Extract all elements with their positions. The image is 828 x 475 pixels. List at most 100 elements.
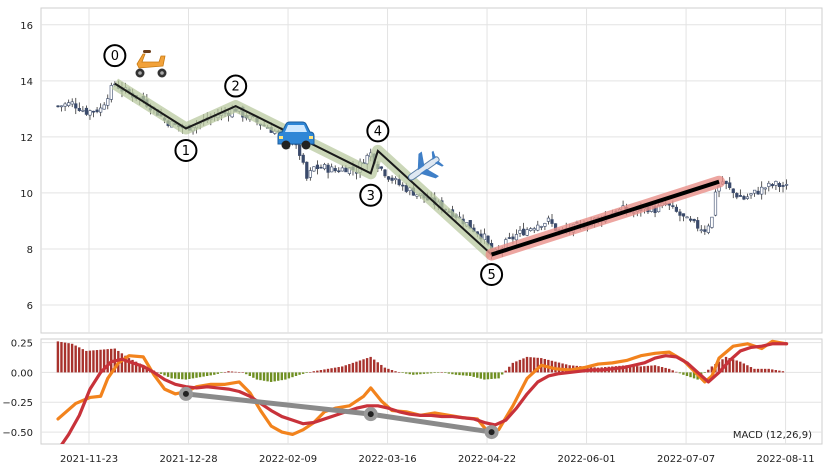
macd-histogram-bar — [412, 372, 415, 375]
macd-histogram-bar — [88, 350, 92, 373]
macd-y-tick-label: 0.00 — [11, 368, 33, 379]
macd-histogram-bar — [653, 365, 657, 373]
candle-body — [692, 218, 696, 222]
candle-body — [81, 109, 85, 112]
macd-histogram-bar — [760, 368, 763, 373]
macd-histogram-bar — [415, 372, 419, 375]
macd-histogram-bar — [234, 371, 237, 373]
candle-body — [532, 228, 536, 231]
macd-histogram-bar — [241, 372, 244, 373]
macd-histogram-bar — [373, 359, 376, 373]
macd-histogram-bar — [56, 341, 60, 373]
macd-histogram-bar — [529, 357, 532, 373]
macd-histogram-bar — [444, 372, 447, 374]
macd-histogram-bar — [735, 360, 738, 373]
candle-body — [102, 104, 106, 110]
macd-histogram-bar — [657, 366, 660, 373]
candle-body — [74, 103, 78, 109]
candle-body — [77, 108, 81, 111]
macd-histogram-bar — [95, 350, 99, 373]
x-tick-label: 2022-04-22 — [458, 454, 516, 465]
candle-body — [767, 182, 771, 187]
candle-body — [333, 168, 337, 172]
macd-histogram-bar — [159, 372, 163, 374]
wave-label-circle — [480, 263, 504, 287]
wave-label-circle — [359, 183, 383, 207]
wave-label: 1 — [182, 144, 190, 159]
macd-histogram-bar — [141, 365, 145, 373]
macd-histogram-bar — [458, 372, 461, 376]
candle-body — [770, 184, 774, 187]
macd-histogram-bar — [433, 372, 436, 374]
macd-histogram-bar — [408, 372, 411, 375]
candle-body — [95, 109, 99, 113]
wave-label-circle — [174, 138, 198, 162]
candle-body — [312, 166, 316, 172]
candle-body — [386, 176, 391, 180]
macd-histogram-bar — [394, 371, 397, 373]
macd-histogram-bar — [326, 368, 330, 373]
macd-histogram-bar — [365, 358, 369, 373]
price-y-tick-label: 6 — [27, 301, 33, 312]
candle-body — [319, 166, 323, 169]
x-tick-label: 2022-08-11 — [757, 454, 815, 465]
macd-histogram-bar — [291, 372, 294, 378]
car-headlight — [309, 136, 313, 139]
macd-y-tick-label: 0.25 — [11, 339, 33, 350]
macd-histogram-bar — [436, 372, 440, 373]
candle-body — [344, 167, 348, 173]
macd-histogram-bar — [319, 370, 323, 373]
macd-histogram-bar — [511, 362, 515, 373]
candle-body — [70, 101, 74, 105]
macd-histogram-bar — [518, 359, 522, 373]
macd-y-tick-label: −0.25 — [2, 398, 33, 409]
candle-body — [330, 166, 334, 173]
macd-histogram-bar — [426, 372, 429, 374]
macd-histogram-bar — [646, 365, 650, 373]
macd-histogram-bar — [703, 372, 706, 374]
price-y-tick-label: 12 — [20, 133, 33, 144]
candle-body — [84, 107, 89, 115]
candle-body — [390, 177, 394, 181]
macd-histogram-bar — [230, 371, 234, 373]
macd-histogram-bar — [643, 366, 646, 373]
macd-histogram-bar — [710, 366, 714, 373]
macd-histogram-bar — [273, 372, 276, 382]
candle-body — [106, 98, 110, 106]
macd-histogram-bar — [330, 368, 333, 373]
macd-histogram-bar — [771, 369, 774, 373]
candle-body — [738, 195, 742, 197]
macd-histogram-bar — [422, 372, 426, 374]
macd-histogram-bar — [163, 372, 166, 376]
macd-histogram-bar — [223, 372, 227, 373]
macd-histogram-bar — [298, 372, 301, 375]
candle-body — [706, 225, 710, 233]
macd-histogram-bar — [67, 343, 70, 373]
macd-histogram-bar — [692, 372, 696, 379]
airplane-wing — [420, 168, 439, 179]
candle-body — [713, 191, 718, 216]
macd-histogram-bar — [74, 345, 77, 373]
macd-histogram-bar — [337, 367, 340, 373]
macd-histogram-bar — [255, 372, 259, 380]
macd-histogram-bar — [675, 371, 678, 373]
candle-body — [511, 236, 515, 240]
airplane-tail — [431, 150, 436, 160]
candle-body — [315, 164, 320, 170]
candle-body — [731, 188, 735, 194]
macd-histogram-bar — [486, 372, 490, 380]
candle-body — [514, 234, 519, 241]
macd-histogram-bar — [237, 372, 241, 373]
macd-histogram-bar — [717, 361, 721, 373]
macd-histogram-bar — [170, 372, 173, 379]
macd-histogram-bar — [358, 360, 362, 373]
candle-body — [752, 189, 757, 194]
macd-histogram-bar — [166, 372, 170, 377]
macd-histogram-bar — [628, 365, 632, 373]
airplane-tail — [434, 160, 444, 167]
macd-histogram-bar — [355, 361, 358, 373]
macd-histogram-bar — [746, 365, 749, 373]
macd-histogram-bar — [131, 359, 134, 373]
macd-histogram-bar — [262, 372, 266, 381]
